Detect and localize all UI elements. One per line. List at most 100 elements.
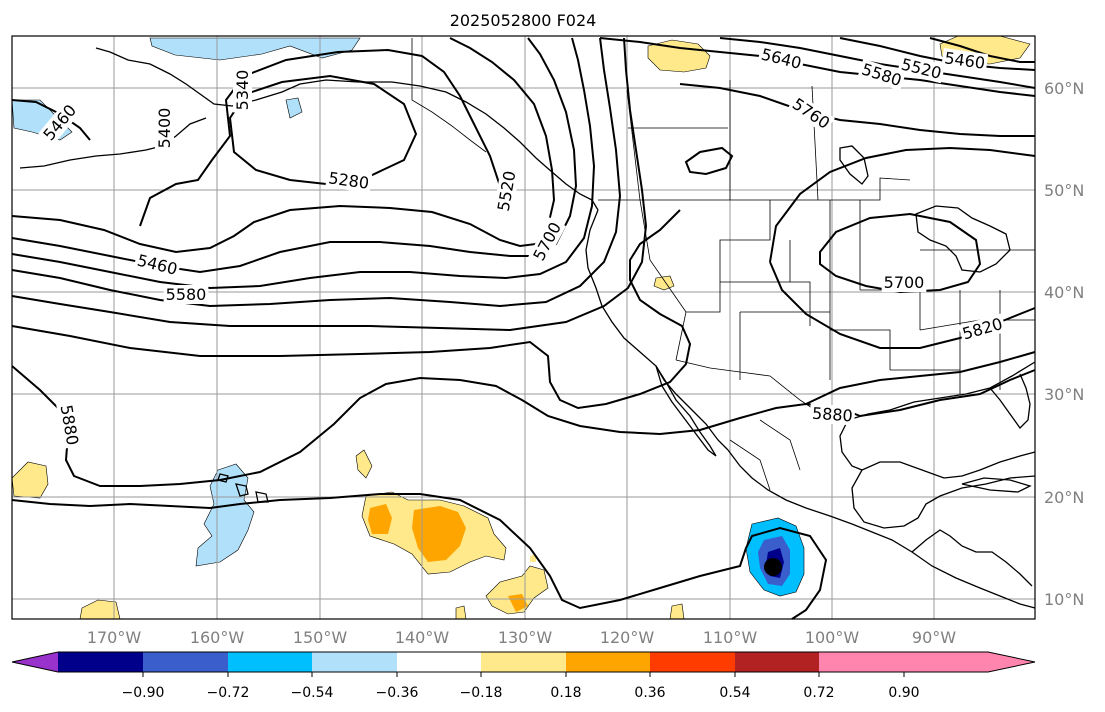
contour-5520-top [839, 37, 1036, 71]
contour-label-halo [941, 48, 989, 74]
colorbar-segment [650, 652, 735, 672]
contour-label-halo [493, 167, 520, 215]
coast-florida [989, 373, 1031, 430]
fill-yellow-west [11, 461, 49, 499]
fill-yellow-bottom-left [79, 599, 121, 620]
lon-label: 120°W [600, 628, 655, 647]
coast-aleutians [19, 117, 207, 169]
contour-label: 5340 [233, 70, 252, 111]
contour-label-halo [528, 217, 567, 266]
fill-yellow-top-central [647, 39, 711, 73]
contour-label-halo [133, 250, 182, 280]
lat-label: 10°N [1044, 590, 1084, 609]
colorbar-segment [819, 652, 904, 672]
colorbar-segment [312, 652, 397, 672]
lon-label: 130°W [498, 628, 553, 647]
lat-label: 50°N [1044, 181, 1084, 200]
contour-label: 5700 [884, 273, 925, 292]
anomaly-fills [11, 35, 1031, 620]
longitude-labels: 170°W 160°W 150°W 140°W 130°W 120°W 110°… [87, 628, 956, 647]
fill-yellow-small-1 [355, 449, 373, 479]
border-us-canada [598, 177, 911, 201]
colorbar-tick-label: 0.54 [719, 685, 750, 701]
fill-blue-hawaii [195, 463, 255, 567]
lon-label: 90°W [912, 628, 956, 647]
coast-hawaii-3 [217, 473, 229, 483]
contour-label-halo [155, 105, 174, 151]
lat-label: 40°N [1044, 283, 1084, 302]
latitude-labels: 60°N 50°N 40°N 30°N 20°N 10°N [1044, 79, 1084, 609]
coast-great-lakes [915, 205, 1011, 273]
coast-gulf-mexico [851, 451, 1036, 529]
contour-label-halo [38, 99, 82, 146]
contour-5460-top [929, 37, 1035, 63]
fill-orange-west [368, 504, 392, 534]
contour-label-halo [857, 58, 906, 91]
contour-label: 5400 [155, 108, 174, 149]
colorbar: −0.90 −0.72 −0.54 −0.36 −0.18 0.18 0.36 … [11, 651, 1036, 701]
coast-hudson-bay [839, 145, 869, 185]
contour-5880-southern-edge [11, 493, 828, 620]
contour-5340 [139, 48, 502, 227]
contour-label-halo [163, 285, 209, 304]
border-alaska-canada [411, 38, 487, 153]
lon-label: 110°W [703, 628, 758, 647]
coast-central-america [911, 529, 1033, 587]
colorbar-segment [735, 652, 819, 672]
coast-hawaii-1 [235, 483, 249, 497]
colorbar-tick-label: 0.36 [634, 685, 665, 701]
contour-label: 5880 [811, 404, 853, 426]
coastlines [19, 47, 1036, 609]
fill-yellow-small-2 [485, 565, 549, 615]
contour-5760-east [769, 146, 1036, 263]
colorbar-segment [228, 652, 312, 672]
colorbar-segment [143, 652, 228, 672]
contour-label-halo [56, 401, 83, 449]
contour-5640-west [11, 37, 648, 332]
fill-yellow-small-4 [669, 603, 685, 620]
map-frame [11, 35, 1036, 620]
lon-label: 160°W [190, 628, 245, 647]
contour-5400 [11, 37, 556, 254]
contour-label-halo [897, 54, 946, 84]
lat-label: 20°N [1044, 488, 1084, 507]
colorbar-tick-label: −0.90 [122, 685, 165, 701]
lat-label: 60°N [1044, 79, 1084, 98]
map-title: 2025052800 F024 [450, 11, 597, 30]
colorbar-ticks [142, 672, 905, 677]
colorbar-tick-label: 0.90 [888, 685, 919, 701]
colorbar-tick-label: −0.36 [376, 685, 419, 701]
contour-label-halo [787, 93, 835, 134]
contour-label-halo [881, 273, 927, 292]
colorbar-tick-label: 0.72 [803, 685, 834, 701]
contour-5760-small-closed [684, 146, 734, 176]
contour-5760-mid [679, 83, 1035, 137]
colorbar-outline [11, 651, 1036, 673]
contour-5520 [11, 37, 596, 290]
colorbar-extend-high [904, 652, 1035, 672]
lon-label: 170°W [87, 628, 142, 647]
contour-label-halo [325, 168, 373, 194]
fill-blue-alaska-small [285, 97, 303, 119]
contour-label-halo [958, 313, 1007, 345]
contour-5580-top [719, 37, 1036, 89]
colorbar-segment [566, 652, 650, 672]
contour-label-halo [757, 44, 806, 74]
coast-cuba [961, 477, 1032, 493]
fill-yellow-small-3 [455, 605, 467, 620]
contour-label-halo [809, 403, 856, 426]
coast-mexico-pacific [727, 449, 1036, 609]
fill-blue-gulf-alaska [149, 37, 361, 61]
contour-5580-west [11, 37, 622, 308]
colorbar-tick-label: −0.54 [291, 685, 334, 701]
lon-label: 100°W [805, 628, 860, 647]
contour-label: 5580 [166, 285, 207, 304]
contour-5880-east [805, 351, 1036, 405]
contour-label-halo [233, 67, 252, 113]
lon-label: 150°W [293, 628, 348, 647]
coast-us-gulf [847, 361, 1036, 421]
contour-5700-west [11, 209, 692, 410]
coast-us-west [585, 209, 729, 451]
colorbar-tick-label: 0.18 [550, 685, 581, 701]
